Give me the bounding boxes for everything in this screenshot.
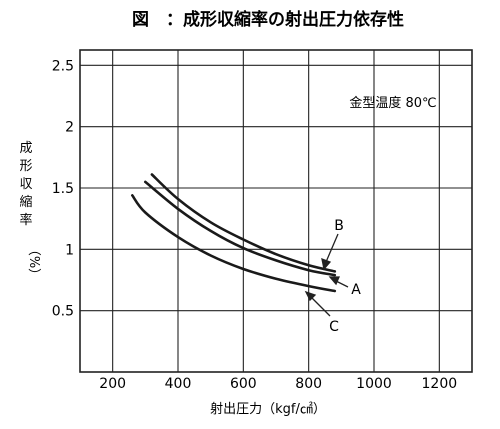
label-c-arrowhead [304,290,317,302]
y-axis-ticks: 0.5 1 1.5 2 2.5 [52,58,74,319]
y-tick-label: 1 [65,242,74,258]
series-line-b [150,173,337,273]
label-a-arrowhead [328,276,340,286]
chart-title: 図 ：成形収縮率の射出圧力依存性 [132,9,404,30]
plot-frame [79,49,473,373]
svg-text:（%）: （%） [26,243,41,281]
series-label-a: A [351,282,361,298]
x-tick-label: 600 [230,376,257,392]
mold-temperature-note: 金型温度 80℃ [349,95,436,111]
y-tick-label: 2.5 [52,58,74,74]
x-axis-ticks: 200 400 600 800 1000 1200 [99,376,457,392]
series-lines [131,173,337,293]
series-line-c [131,194,337,293]
label-b-leader [325,233,339,263]
label-b-arrowhead [321,257,332,271]
y-tick-label: 1.5 [52,181,74,197]
y-tick-label: 2 [65,120,74,136]
x-tick-label: 800 [295,376,322,392]
x-tick-label: 400 [165,376,192,392]
x-tick-label: 1200 [422,376,458,392]
series-label-callouts [304,233,349,317]
series-label-c: C [329,319,339,335]
y-axis-label: 成形収縮率 [19,141,32,228]
x-tick-label: 1000 [356,376,392,392]
grid [80,50,472,372]
series-label-b: B [334,218,344,234]
x-axis-label: 射出圧力（kgf/㎠） [210,401,326,417]
x-tick-label: 200 [99,376,126,392]
y-tick-label: 0.5 [52,304,74,320]
label-a-leader [335,280,349,288]
y-axis-label-unit: （%） [26,243,41,281]
series-line-a [144,180,337,277]
label-c-leader [310,296,331,317]
